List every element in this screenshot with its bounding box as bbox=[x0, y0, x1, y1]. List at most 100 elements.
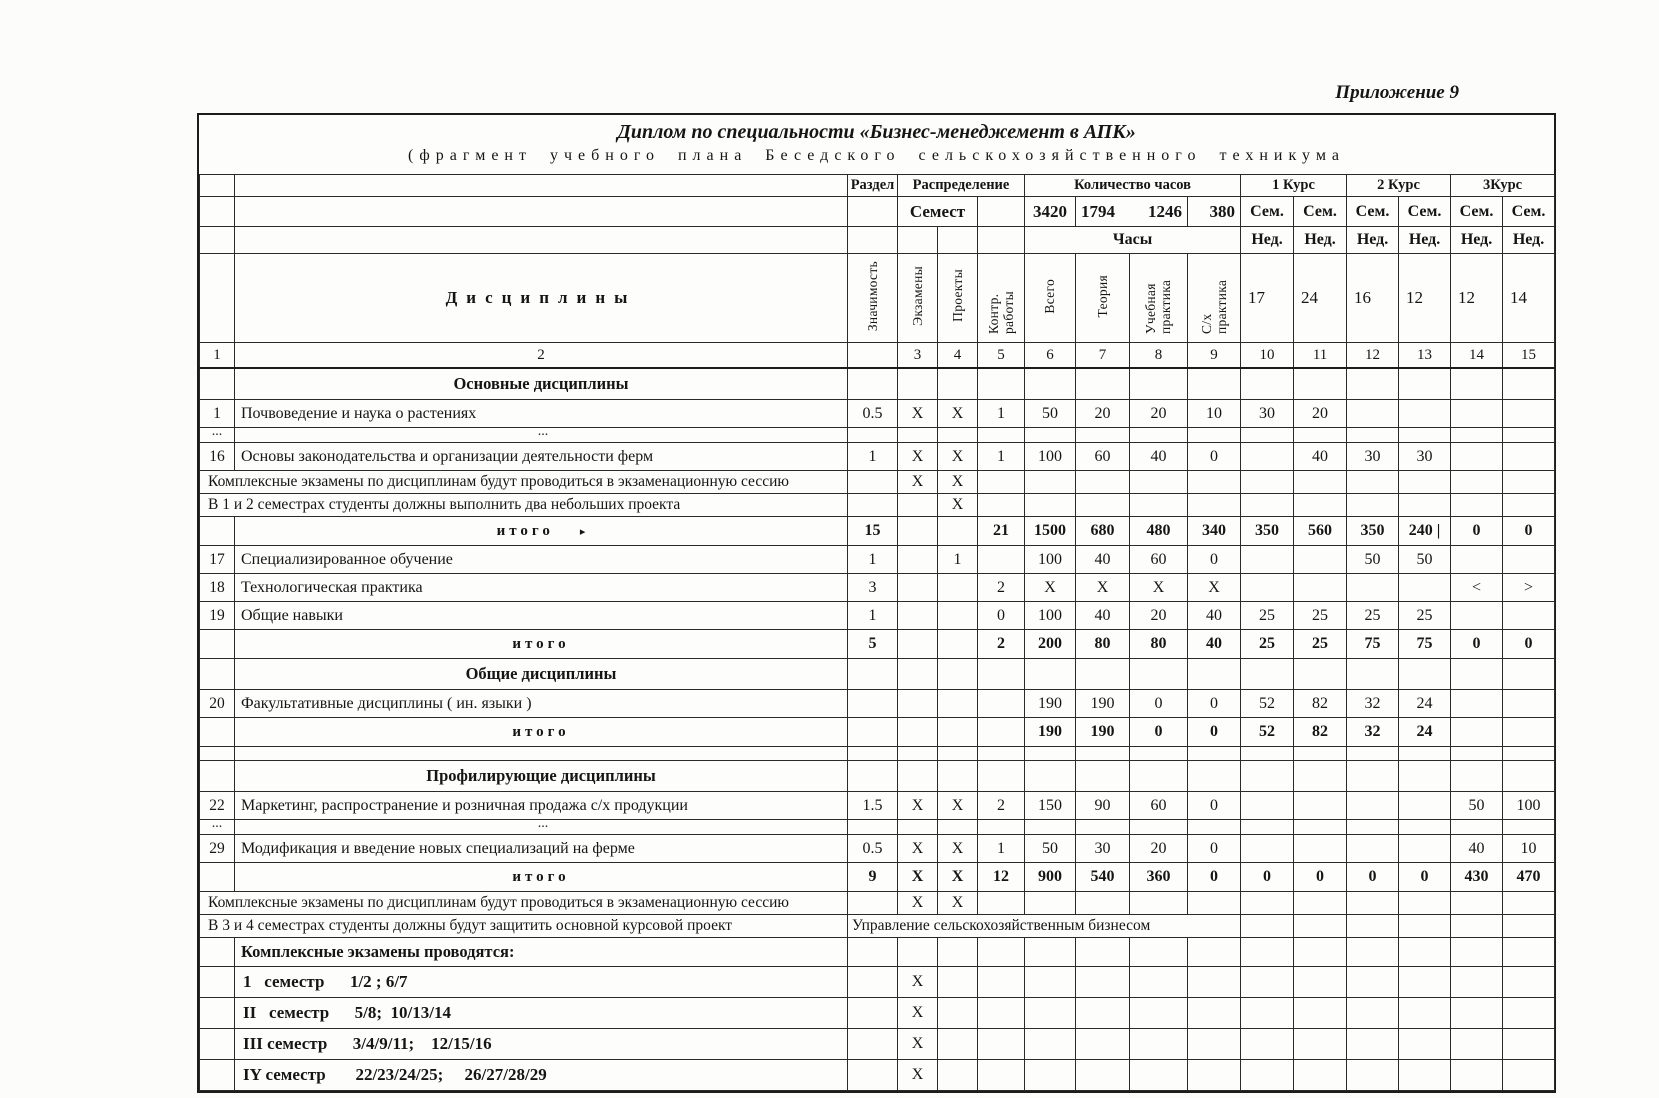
value-cell: 0 bbox=[1293, 862, 1348, 893]
table-row-semester: IY семестр 22/23/24/25; 26/27/28/29 X bbox=[199, 1059, 1556, 1092]
value-cell: 240 | bbox=[1398, 516, 1452, 547]
value-cell: 190 bbox=[1024, 717, 1077, 748]
value-cell bbox=[1129, 427, 1189, 444]
value-cell bbox=[1450, 493, 1504, 518]
discipline-name-cell: Основы законодательства и организации де… bbox=[234, 442, 848, 472]
value-cell bbox=[1187, 760, 1242, 793]
curriculum-table: Раздел Распределение Количество часов 1 … bbox=[199, 174, 1556, 1092]
column-number-cell: 4 bbox=[937, 342, 978, 370]
value-cell bbox=[1240, 658, 1295, 691]
value-cell bbox=[976, 493, 1026, 518]
sem-header-cell: Сем. bbox=[1346, 196, 1400, 228]
header-totals-row: Семест 3420 1794 1246 380 Сем. Сем. Сем.… bbox=[199, 196, 1556, 228]
value-cell: 1 bbox=[937, 545, 978, 575]
blank-cell bbox=[847, 196, 898, 228]
value-cell bbox=[1075, 746, 1131, 762]
value-cell: X bbox=[1024, 573, 1077, 603]
value-cell bbox=[1502, 966, 1556, 999]
table-row-note: Комплексные экзамены по дисциплинам буду… bbox=[199, 891, 1556, 916]
value-cell bbox=[1398, 834, 1452, 864]
header-columns-row: Дисциплины Значимость Экзамены Проекты К… bbox=[199, 253, 1556, 344]
table-row-section: Общие дисциплины bbox=[199, 658, 1556, 691]
value-cell bbox=[1450, 717, 1504, 748]
value-cell bbox=[976, 1059, 1026, 1092]
value-cell bbox=[1398, 819, 1452, 836]
rotated-label-uchebnaya-praktika: Учебная практика bbox=[1143, 279, 1174, 334]
value-cell bbox=[1502, 545, 1556, 575]
value-cell bbox=[1346, 573, 1400, 603]
value-cell: 0 bbox=[1129, 717, 1189, 748]
value-cell bbox=[1187, 819, 1242, 836]
total-label: итого bbox=[512, 868, 570, 885]
weeks-cell: 14 bbox=[1502, 253, 1556, 344]
total-hours-theory-practice: 1794 1246 bbox=[1075, 196, 1189, 228]
value-cell bbox=[1075, 1028, 1131, 1061]
total-label-cell: итого bbox=[234, 629, 848, 660]
value-cell bbox=[937, 1059, 978, 1092]
value-cell: 100 bbox=[1024, 545, 1077, 575]
value-cell bbox=[1346, 1028, 1400, 1061]
value-cell bbox=[1240, 442, 1295, 472]
table-row-semester: III семестр 3/4/9/11; 12/15/16 X bbox=[199, 1028, 1556, 1061]
value-cell: 60 bbox=[1129, 545, 1189, 575]
value-cell: 0 bbox=[1502, 516, 1556, 547]
value-cell bbox=[1346, 791, 1400, 821]
value-cell bbox=[1075, 427, 1131, 444]
value-cell bbox=[1187, 367, 1242, 401]
blank-cell bbox=[234, 196, 848, 228]
rotated-label-sx-praktika: С/х практика bbox=[1198, 279, 1230, 334]
value-cell: X bbox=[897, 442, 938, 472]
column-number-cell: 15 bbox=[1502, 342, 1556, 370]
value-cell: 0.5 bbox=[847, 399, 898, 429]
value-cell: 190 bbox=[1024, 689, 1077, 719]
value-cell: 25 bbox=[1240, 601, 1295, 631]
value-cell bbox=[1346, 493, 1400, 518]
value-cell bbox=[1075, 966, 1131, 999]
value-cell bbox=[1187, 427, 1242, 444]
header-group-row: Раздел Распределение Количество часов 1 … bbox=[199, 174, 1556, 198]
value-cell: X bbox=[937, 791, 978, 821]
row-number-cell bbox=[199, 717, 235, 748]
value-cell: 1 bbox=[847, 442, 898, 472]
value-cell: 0.5 bbox=[847, 834, 898, 864]
value-cell: 1.5 bbox=[847, 791, 898, 821]
section-title-cell: Основные дисциплины bbox=[234, 367, 848, 401]
blank-cell bbox=[847, 226, 898, 255]
value-cell bbox=[1075, 997, 1131, 1030]
value-cell bbox=[1024, 427, 1077, 444]
value-cell: 40 bbox=[1293, 442, 1348, 472]
sem-header-cell: Сем. bbox=[1293, 196, 1348, 228]
column-number-cell: 14 bbox=[1450, 342, 1504, 370]
discipline-name-cell bbox=[234, 746, 848, 762]
row-number-cell bbox=[199, 516, 235, 547]
value-cell: 25 bbox=[1293, 601, 1348, 631]
value-cell bbox=[1293, 367, 1348, 401]
value-cell bbox=[1024, 1028, 1077, 1061]
column-number-cell: 5 bbox=[976, 342, 1026, 370]
value-cell bbox=[847, 819, 898, 836]
value-cell bbox=[1129, 937, 1189, 968]
blank-cell bbox=[234, 174, 848, 198]
discipline-name-cell: Маркетинг, распространение и розничная п… bbox=[234, 791, 848, 821]
value-cell bbox=[1450, 914, 1504, 939]
value-cell bbox=[1240, 1059, 1295, 1092]
value-cell bbox=[1293, 997, 1348, 1030]
value-cell: 12 bbox=[976, 862, 1026, 893]
blank-cell bbox=[199, 196, 235, 228]
column-number-cell: 12 bbox=[1346, 342, 1400, 370]
value-cell bbox=[847, 493, 898, 518]
value-cell bbox=[897, 937, 938, 968]
value-cell bbox=[1240, 427, 1295, 444]
value-cell: X bbox=[897, 1028, 938, 1061]
value-cell: X bbox=[897, 997, 938, 1030]
value-cell bbox=[1187, 937, 1242, 968]
value-cell: 150 bbox=[1024, 791, 1077, 821]
value-cell bbox=[1346, 367, 1400, 401]
row-number-cell: 20 bbox=[199, 689, 235, 719]
value-cell bbox=[847, 997, 898, 1030]
ned-header-cell: Нед. bbox=[1398, 226, 1452, 255]
value-cell: 82 bbox=[1293, 717, 1348, 748]
value-cell: X bbox=[897, 791, 938, 821]
value-cell bbox=[1502, 819, 1556, 836]
value-cell bbox=[937, 717, 978, 748]
